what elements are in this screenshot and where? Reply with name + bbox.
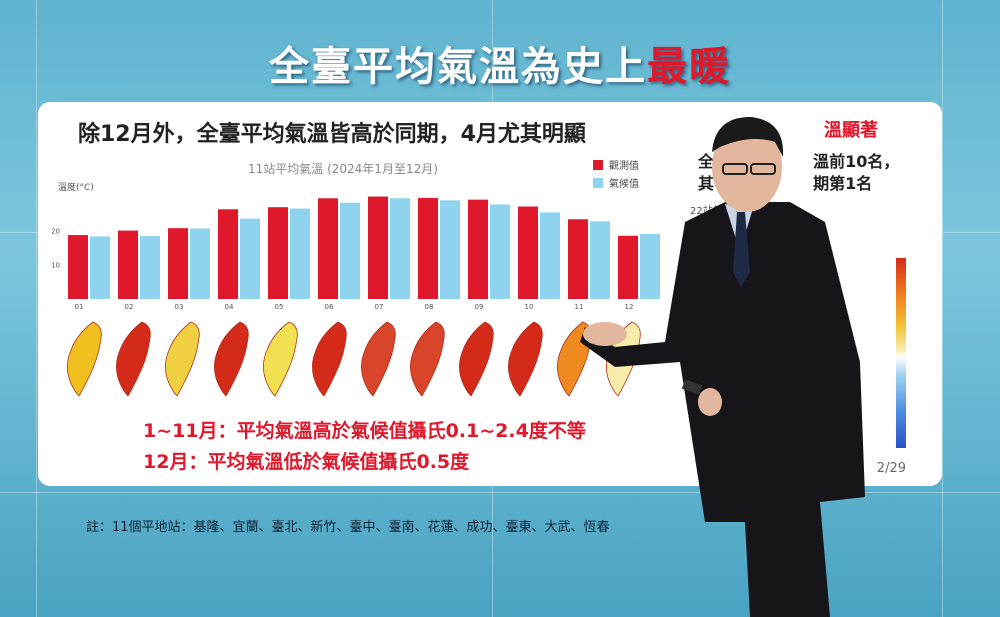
taiwan-map-shape (165, 321, 200, 397)
legend-label-observed: 觀測值 (609, 161, 639, 172)
legend-label-climate: 氣候值 (609, 179, 639, 190)
bar-observed (618, 235, 638, 299)
bar-observed (168, 228, 188, 299)
presenter-figure (580, 117, 865, 617)
y-axis-label: 溫度(°C) (58, 183, 94, 193)
bar-climate (140, 236, 160, 299)
chart-subtitle: 11站平均氣溫 (2024年1月至12月) (248, 162, 438, 176)
bar-climate (390, 198, 410, 299)
taiwan-map-shape (312, 321, 347, 397)
grid-line (36, 0, 37, 617)
x-tick-label: 11 (575, 303, 584, 311)
taiwan-map (312, 321, 347, 397)
y-tick-label: 20 (51, 227, 60, 235)
taiwan-map (361, 321, 396, 397)
bar-observed (118, 230, 138, 299)
legend-item-observed: 觀測值 (593, 157, 639, 172)
bar-climate (490, 204, 510, 299)
x-tick-label: 10 (525, 303, 534, 311)
bar-climate (640, 234, 660, 299)
bar-climate (240, 218, 260, 299)
grid-line (942, 0, 943, 617)
taiwan-map (263, 321, 298, 397)
taiwan-map-shape (214, 321, 249, 397)
taiwan-map-shape (508, 321, 543, 397)
bar-climate (540, 212, 560, 299)
bar-observed (418, 197, 438, 299)
taiwan-map-shape (263, 321, 298, 397)
x-tick-label: 06 (325, 303, 334, 311)
chart-legend: 觀測值 氣候值 (593, 157, 639, 193)
grid-line (0, 492, 1000, 493)
taiwan-map-shape (116, 321, 151, 397)
bar-observed (568, 219, 588, 299)
headline: 全臺平均氣溫為史上最暖 (0, 34, 1000, 92)
footnote: 註：11個平地站：基隆、宜蘭、臺北、新竹、臺中、臺南、花蓮、成功、臺東、大武、恆… (86, 520, 610, 535)
x-tick-label: 03 (175, 303, 184, 311)
x-tick-label: 05 (275, 303, 284, 311)
x-tick-label: 12 (625, 303, 634, 311)
bar-chart: 10 20 01 02 03 04 05 06 07 08 09 10 11 12 (51, 196, 660, 311)
bar-climate (290, 208, 310, 299)
bar-climate (440, 200, 460, 299)
monthly-map-strip (63, 320, 663, 400)
annotation-dec: 12月：平均氣溫低於氣候值攝氏0.5度 (143, 451, 470, 473)
taiwan-map-shape (459, 321, 494, 397)
taiwan-map (67, 321, 102, 397)
bar-observed (218, 209, 238, 299)
bar-observed (468, 199, 488, 299)
side-date: 2/29 (876, 461, 906, 476)
taiwan-map (410, 321, 445, 397)
info-card: 除12月外，全臺平均氣溫皆高於同期，4月尤其明顯 11站平均氣溫 (2024年1… (38, 102, 942, 486)
taiwan-map-shape (67, 321, 102, 397)
color-scale-bar (896, 258, 906, 448)
legend-swatch-observed (593, 159, 603, 170)
bar-observed (68, 235, 88, 299)
bar-climate (190, 228, 210, 299)
side-line2-tail: 期第1名 (813, 174, 873, 193)
side-line1-tail: 溫前10名， (813, 152, 900, 171)
taiwan-map (508, 321, 543, 397)
headline-highlight: 最暖 (647, 44, 731, 90)
taiwan-map (459, 321, 494, 397)
y-tick-label: 10 (51, 262, 60, 270)
x-tick-label: 02 (125, 303, 134, 311)
x-tick-label: 04 (225, 303, 234, 311)
x-tick-label: 08 (425, 303, 434, 311)
bar-observed (518, 206, 538, 299)
headline-main: 全臺平均氣溫為史上 (269, 44, 647, 90)
bar-climate (90, 236, 110, 299)
taiwan-map (165, 321, 200, 397)
x-tick-label: 07 (375, 303, 384, 311)
card-title: 除12月外，全臺平均氣溫皆高於同期，4月尤其明顯 (78, 122, 586, 147)
taiwan-map (214, 321, 249, 397)
bar-observed (318, 198, 338, 299)
bar-observed (268, 207, 288, 299)
legend-item-climate: 氣候值 (593, 175, 639, 190)
x-tick-label: 09 (475, 303, 484, 311)
side-title-tail: 溫顯著 (824, 120, 878, 141)
bar-climate (590, 221, 610, 299)
annotation-jan-nov: 1~11月：平均氣溫高於氣候值攝氏0.1~2.4度不等 (143, 420, 586, 442)
bar-observed (368, 196, 388, 299)
taiwan-map-shape (361, 321, 396, 397)
x-tick-label: 01 (75, 303, 84, 311)
taiwan-map-shape (410, 321, 445, 397)
legend-swatch-climate (593, 177, 603, 188)
taiwan-map (116, 321, 151, 397)
bar-climate (340, 202, 360, 299)
